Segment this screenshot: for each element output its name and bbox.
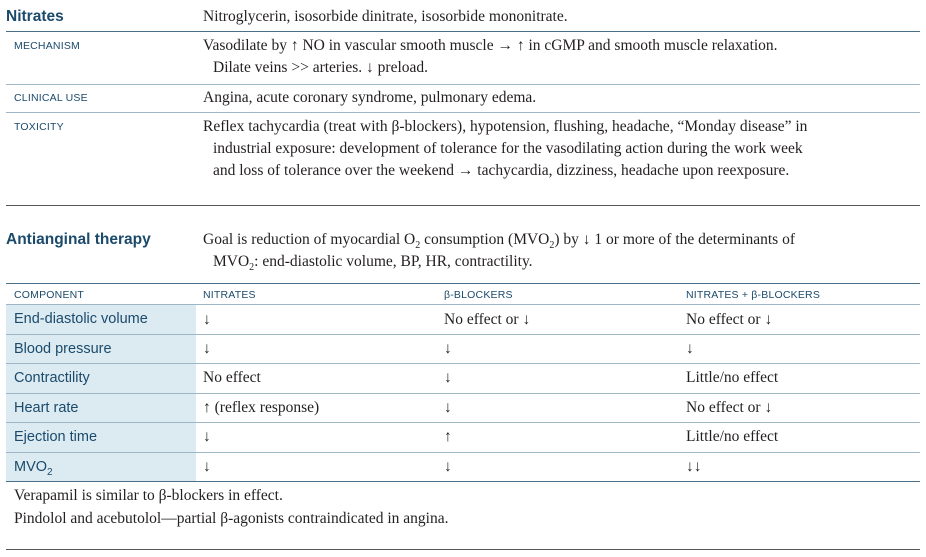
col-header-beta-blockers: β-BLOCKERS — [444, 289, 513, 301]
divider — [6, 31, 920, 32]
clinical-use-label: CLINICAL USE — [14, 92, 88, 104]
col-header-component: COMPONENT — [14, 289, 85, 301]
goal-text-line1: Goal is reduction of myocardial O2 consu… — [203, 231, 795, 252]
table-cell: ↑ (reflex response) — [203, 399, 320, 416]
mechanism-text-line1: Vasodilate by ↑ NO in vascular smooth mu… — [203, 37, 778, 54]
goal-text-line2: MVO2: end-diastolic volume, BP, HR, cont… — [213, 253, 533, 274]
table-top-rule — [6, 283, 920, 284]
table-cell: ↓ — [203, 340, 211, 357]
table-cell: Little/no effect — [686, 369, 779, 386]
table-row-label: Ejection time — [6, 423, 196, 452]
table-bottom-rule — [6, 481, 920, 482]
toxicity-text-line2: industrial exposure: development of tole… — [213, 140, 803, 157]
divider — [6, 393, 920, 394]
table-cell: Little/no effect — [686, 428, 779, 445]
table-cell: No effect or ↓ — [686, 399, 773, 416]
divider — [6, 334, 920, 335]
clinical-use-text: Angina, acute coronary syndrome, pulmona… — [203, 89, 537, 106]
divider — [6, 84, 920, 85]
col-header-combo: NITRATES + β-BLOCKERS — [686, 289, 821, 301]
table-cell: ↓ — [444, 458, 452, 475]
table-row-label: Heart rate — [6, 394, 196, 422]
toxicity-label: TOXICITY — [14, 121, 64, 133]
nitrates-drugs: Nitroglycerin, isosorbide dinitrate, iso… — [203, 8, 568, 25]
toxicity-text-line3: and loss of tolerance over the weekend →… — [213, 162, 790, 179]
divider — [6, 112, 920, 113]
table-row-label: Contractility — [6, 364, 196, 393]
table-cell: ↓ — [444, 369, 452, 386]
col-header-nitrates: NITRATES — [203, 289, 256, 301]
table-row-label: MVO2 — [6, 453, 196, 481]
divider — [6, 363, 920, 364]
table-row-label: Blood pressure — [6, 335, 196, 363]
mechanism-text-line2: Dilate veins >> arteries. ↓ preload. — [213, 59, 429, 76]
table-cell: ↑ — [444, 428, 452, 445]
mechanism-label: MECHANISM — [14, 40, 80, 52]
section-divider — [6, 549, 920, 550]
table-cell: ↓ — [444, 340, 452, 357]
divider — [6, 422, 920, 423]
table-cell: ↓ — [203, 458, 211, 475]
table-cell: ↓ — [203, 311, 211, 328]
divider — [6, 304, 920, 305]
antianginal-heading: Antianginal therapy — [6, 231, 151, 248]
table-cell: ↓ — [203, 428, 211, 445]
table-cell: No effect or ↓ — [444, 311, 531, 328]
table-cell: No effect or ↓ — [686, 311, 773, 328]
table-row-label: End-diastolic volume — [6, 305, 196, 334]
toxicity-text-line1: Reflex tachycardia (treat with β-blocker… — [203, 118, 808, 135]
section-divider — [6, 205, 920, 206]
note-pindolol: Pindolol and acebutolol—partial β-agonis… — [14, 510, 449, 527]
divider — [6, 452, 920, 453]
table-cell: ↓ — [444, 399, 452, 416]
table-cell: ↓ — [686, 340, 694, 357]
table-cell: ↓↓ — [686, 458, 702, 475]
nitrates-heading: Nitrates — [6, 8, 64, 25]
table-cell: No effect — [203, 369, 261, 386]
note-verapamil: Verapamil is similar to β-blockers in ef… — [14, 487, 283, 504]
